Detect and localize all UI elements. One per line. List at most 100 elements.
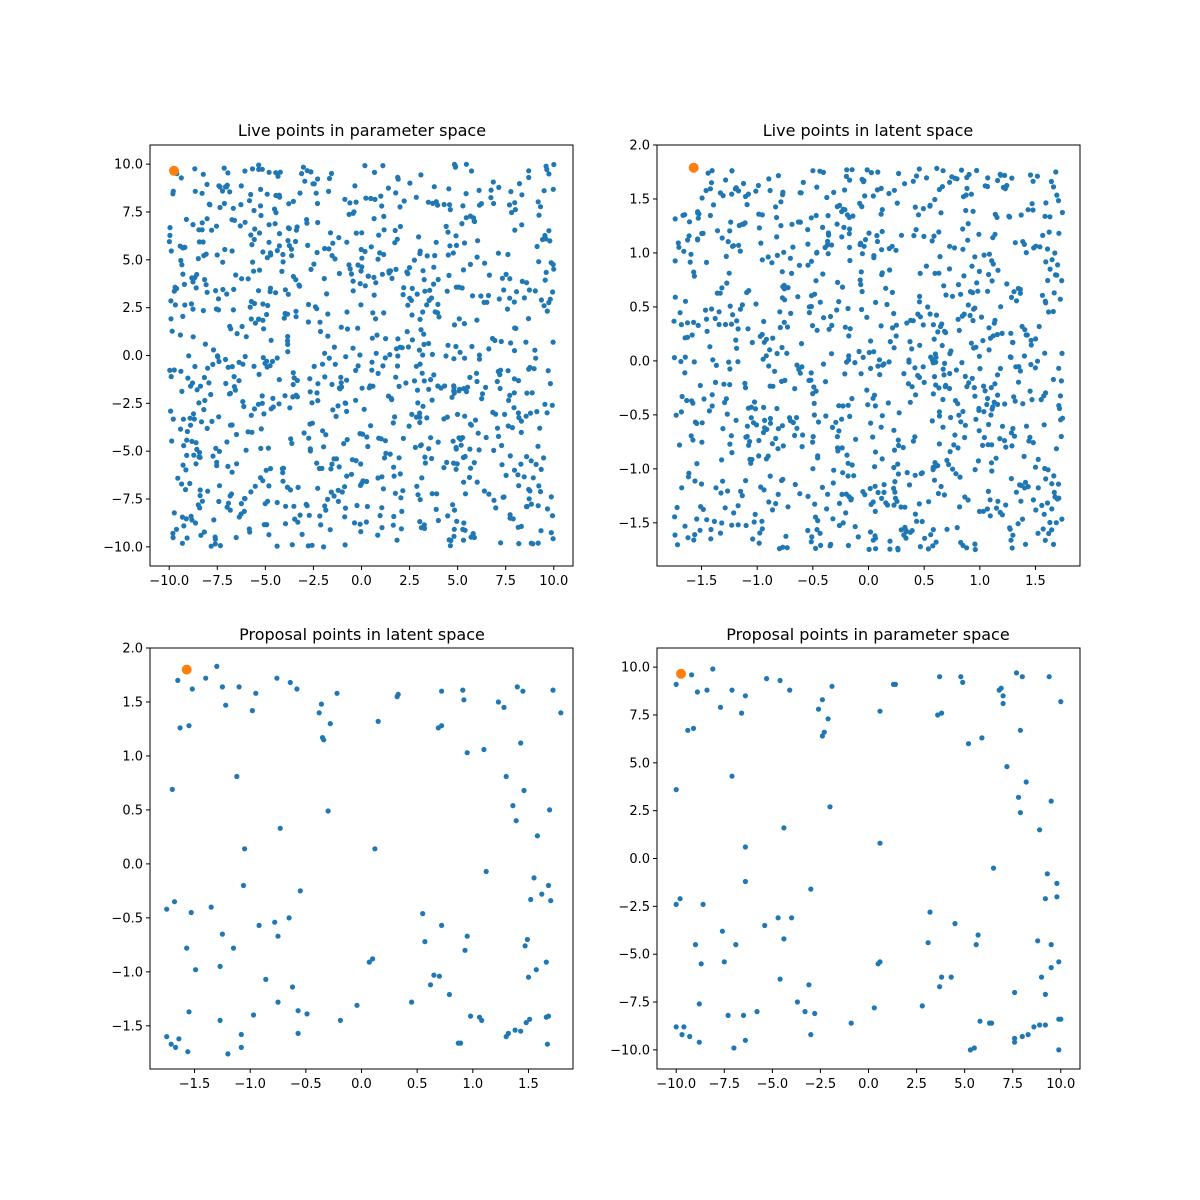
data-point bbox=[769, 260, 775, 266]
data-point bbox=[682, 354, 688, 360]
data-point bbox=[953, 471, 959, 477]
data-point bbox=[960, 408, 966, 415]
data-point bbox=[733, 417, 739, 423]
data-point bbox=[984, 183, 991, 190]
data-point bbox=[434, 491, 440, 497]
data-point bbox=[415, 492, 421, 498]
data-point bbox=[245, 429, 251, 435]
data-point bbox=[550, 536, 556, 542]
data-point bbox=[1019, 1033, 1025, 1040]
data-point bbox=[1048, 942, 1054, 948]
data-point bbox=[867, 529, 874, 535]
data-point bbox=[286, 915, 292, 921]
data-point bbox=[424, 253, 430, 259]
data-point bbox=[1015, 379, 1022, 385]
data-point bbox=[953, 367, 960, 373]
data-point bbox=[289, 440, 295, 446]
data-point bbox=[428, 435, 434, 441]
data-point bbox=[884, 301, 890, 308]
data-point bbox=[976, 353, 983, 359]
data-point bbox=[510, 803, 516, 809]
data-point bbox=[1036, 323, 1042, 330]
data-point bbox=[896, 410, 902, 416]
data-point bbox=[453, 466, 459, 472]
data-point bbox=[419, 370, 425, 376]
data-point bbox=[266, 169, 272, 175]
data-point bbox=[931, 233, 937, 239]
data-point bbox=[1046, 530, 1052, 537]
data-point bbox=[200, 308, 206, 314]
x-tick-label: 1.0 bbox=[462, 1077, 483, 1092]
data-point bbox=[675, 240, 681, 246]
data-point bbox=[322, 245, 328, 252]
data-point bbox=[960, 542, 966, 549]
data-point bbox=[917, 544, 924, 550]
data-point bbox=[277, 825, 283, 831]
y-tick-label: −7.5 bbox=[618, 996, 650, 1011]
data-point bbox=[204, 425, 210, 431]
data-point bbox=[229, 364, 235, 370]
data-point bbox=[955, 401, 961, 407]
data-point bbox=[186, 353, 192, 359]
data-point bbox=[223, 702, 229, 708]
data-point bbox=[511, 348, 518, 354]
y-tick-label: 2.0 bbox=[629, 139, 650, 154]
panel-title: Proposal points in parameter space bbox=[726, 625, 1009, 644]
data-point bbox=[229, 248, 235, 254]
data-point bbox=[793, 415, 800, 421]
x-tick-label: −1.0 bbox=[741, 574, 773, 589]
data-point bbox=[544, 308, 550, 314]
data-point bbox=[192, 275, 198, 281]
data-point bbox=[280, 470, 286, 476]
data-point bbox=[523, 1020, 529, 1026]
data-point bbox=[852, 524, 858, 530]
data-point bbox=[192, 188, 198, 194]
data-point bbox=[789, 270, 795, 276]
data-point bbox=[387, 451, 393, 457]
data-point bbox=[433, 239, 439, 245]
data-point bbox=[525, 974, 532, 980]
data-point bbox=[836, 428, 842, 434]
data-point bbox=[305, 301, 312, 308]
data-point bbox=[875, 489, 881, 496]
data-point bbox=[845, 542, 852, 549]
data-point bbox=[1002, 401, 1008, 407]
data-point bbox=[481, 488, 487, 494]
data-point bbox=[827, 804, 833, 810]
data-point bbox=[883, 285, 889, 291]
data-point bbox=[315, 485, 321, 491]
data-point bbox=[338, 380, 344, 386]
data-point bbox=[468, 1013, 474, 1019]
data-point bbox=[731, 243, 737, 249]
data-point bbox=[794, 999, 801, 1005]
data-point bbox=[777, 677, 783, 684]
data-point bbox=[277, 169, 283, 175]
data-point bbox=[862, 237, 869, 243]
data-point bbox=[251, 300, 258, 307]
data-point bbox=[524, 280, 530, 286]
data-point bbox=[509, 209, 515, 216]
data-point bbox=[212, 541, 218, 547]
data-point bbox=[175, 677, 181, 684]
data-point bbox=[817, 530, 823, 536]
data-point bbox=[954, 176, 960, 182]
data-point bbox=[193, 461, 199, 467]
data-point bbox=[394, 363, 401, 369]
data-point bbox=[426, 386, 432, 392]
data-point bbox=[491, 497, 497, 503]
data-point bbox=[179, 481, 185, 487]
data-point bbox=[1046, 309, 1052, 315]
data-point bbox=[276, 192, 282, 198]
data-point bbox=[745, 326, 751, 332]
data-point bbox=[967, 1047, 974, 1053]
data-point bbox=[720, 426, 726, 432]
data-point bbox=[1030, 207, 1036, 213]
data-point bbox=[547, 807, 553, 813]
data-point bbox=[965, 221, 971, 227]
data-point bbox=[928, 532, 934, 538]
data-point bbox=[420, 911, 426, 917]
data-point bbox=[231, 374, 237, 380]
data-point bbox=[246, 198, 253, 204]
data-point bbox=[527, 410, 534, 416]
data-point bbox=[913, 227, 919, 233]
